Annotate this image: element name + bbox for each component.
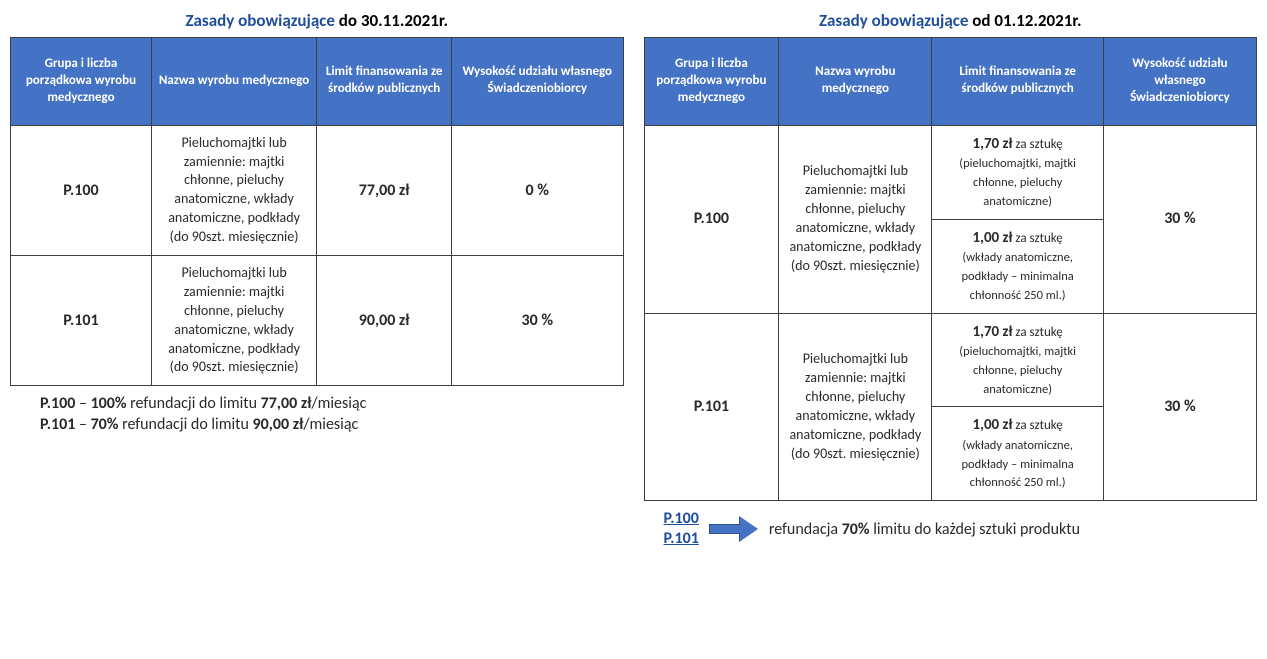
footer-after: P.100 P.101 refundacja 70% limitu do każ… (644, 509, 1258, 549)
footer-before-line1: P.100 – 100% refundacji do limitu 77,00 … (40, 394, 594, 413)
cell-share: 30 % (452, 256, 624, 386)
cell-code: P.101 (644, 313, 779, 501)
f2-code: P.101 (40, 415, 75, 434)
title-before-date: do 30.11.2021r. (339, 10, 448, 31)
th-before-1: Nazwa wyrobu medycznego (151, 38, 316, 126)
row-before-1: P.101 Pieluchomajtki lub zamiennie: majt… (11, 256, 624, 386)
title-after-date: od 01.12.2021r. (972, 10, 1081, 31)
lb-note: (wkłady anatomiczne, podkłady – minimaln… (961, 250, 1073, 303)
cell-code: P.100 (11, 125, 152, 255)
cell-share: 30 % (1103, 125, 1256, 313)
footer-after-code1: P.100 (664, 509, 699, 529)
th-before-0: Grupa i liczba porządkowa wyrobu medyczn… (11, 38, 152, 126)
cell-limit-a: 1,70 zł za sztukę (pieluchomajtki, majtk… (932, 125, 1104, 219)
f1-t2: /miesiąc (311, 394, 366, 413)
cell-limit-b: 1,00 zł za sztukę (wkłady anatomiczne, p… (932, 219, 1104, 313)
cell-limit-b: 1,00 zł za sztukę (wkłady anatomiczne, p… (932, 407, 1104, 501)
lb-price: 1,00 zł (972, 229, 1012, 247)
cell-limit: 77,00 zł (317, 125, 452, 255)
table-after: Grupa i liczba porządkowa wyrobu medyczn… (644, 37, 1258, 501)
f1-code: P.100 (40, 394, 75, 413)
f2-pct: 70% (91, 415, 119, 434)
footer-before-line2: P.101 – 70% refundacji do limitu 90,00 z… (40, 415, 594, 434)
row-before-0: P.100 Pieluchomajtki lub zamiennie: majt… (11, 125, 624, 255)
cell-limit-a: 1,70 zł za sztukę (pieluchomajtki, majtk… (932, 313, 1104, 407)
cell-code: P.101 (11, 256, 152, 386)
th-before-3: Wysokość udziału własnego Świadczeniobio… (452, 38, 624, 126)
footer-after-text: refundacja 70% limitu do każdej sztuki p… (769, 520, 1080, 539)
arrow-right-icon (709, 517, 759, 541)
footer-after-codes: P.100 P.101 (664, 509, 699, 549)
fa-t1: refundacja (769, 520, 842, 539)
comparison-container: Zasady obowiązujące do 30.11.2021r. Grup… (10, 10, 1257, 549)
panel-after: Zasady obowiązujące od 01.12.2021r. Grup… (644, 10, 1258, 549)
fa-pct: 70% (842, 520, 870, 539)
f1-pct: 100% (91, 394, 127, 413)
f1-sep: – (75, 394, 90, 413)
footer-after-code2: P.101 (664, 529, 699, 549)
title-after: Zasady obowiązujące od 01.12.2021r. (644, 10, 1258, 31)
th-after-0: Grupa i liczba porządkowa wyrobu medyczn… (644, 38, 779, 126)
cell-name: Pieluchomajtki lub zamiennie: majtki chł… (151, 256, 316, 386)
cell-name: Pieluchomajtki lub zamiennie: majtki chł… (779, 125, 932, 313)
fa-t2: limitu do każdej sztuki produktu (870, 520, 1080, 539)
row-after-1a: P.101 Pieluchomajtki lub zamiennie: majt… (644, 313, 1257, 407)
la-note: (pieluchomajtki, majtki chłonne, pieluch… (959, 344, 1076, 397)
f2-amt: 90,00 zł (253, 415, 304, 434)
lb-unit: za sztukę (1012, 231, 1062, 246)
la-price: 1,70 zł (972, 323, 1012, 341)
f2-t2: /miesiąc (303, 415, 358, 434)
th-after-2: Limit finansowania ze środków publicznyc… (932, 38, 1104, 126)
footer-before: P.100 – 100% refundacji do limitu 77,00 … (10, 394, 624, 434)
table-before: Grupa i liczba porządkowa wyrobu medyczn… (10, 37, 624, 386)
th-before-2: Limit finansowania ze środków publicznyc… (317, 38, 452, 126)
cell-name: Pieluchomajtki lub zamiennie: majtki chł… (779, 313, 932, 501)
la-unit: za sztukę (1012, 137, 1062, 152)
f2-t1: refundacji do limitu (118, 415, 252, 434)
title-after-blue: Zasady obowiązujące (819, 10, 972, 31)
f1-t1: refundacji do limitu (127, 394, 261, 413)
la-note: (pieluchomajtki, majtki chłonne, pieluch… (959, 156, 1076, 209)
la-price: 1,70 zł (972, 135, 1012, 153)
lb-price: 1,00 zł (972, 416, 1012, 434)
lb-note: (wkłady anatomiczne, podkłady – minimaln… (961, 438, 1073, 491)
title-before: Zasady obowiązujące do 30.11.2021r. (10, 10, 624, 31)
row-after-0a: P.100 Pieluchomajtki lub zamiennie: majt… (644, 125, 1257, 219)
cell-share: 0 % (452, 125, 624, 255)
la-unit: za sztukę (1012, 325, 1062, 340)
th-after-1: Nazwa wyrobu medycznego (779, 38, 932, 126)
cell-name: Pieluchomajtki lub zamiennie: majtki chł… (151, 125, 316, 255)
cell-share: 30 % (1103, 313, 1256, 501)
th-after-3: Wysokość udziału własnego Świadczeniobio… (1103, 38, 1256, 126)
lb-unit: za sztukę (1012, 418, 1062, 433)
f1-amt: 77,00 zł (261, 394, 312, 413)
panel-before: Zasady obowiązujące do 30.11.2021r. Grup… (10, 10, 624, 436)
title-before-blue: Zasady obowiązujące (186, 10, 339, 31)
cell-code: P.100 (644, 125, 779, 313)
cell-limit: 90,00 zł (317, 256, 452, 386)
f2-sep: – (75, 415, 90, 434)
